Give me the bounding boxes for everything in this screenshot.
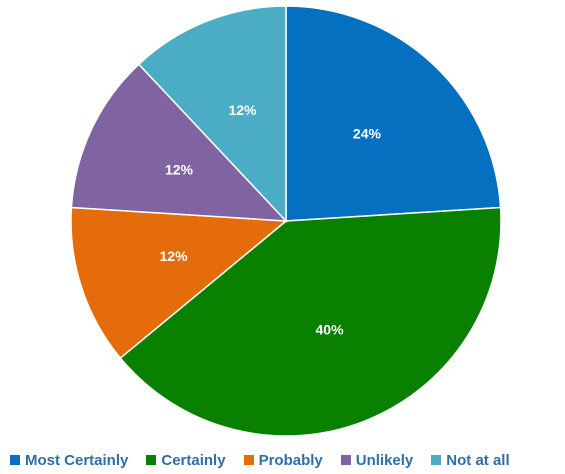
slice-label-not-at-all: 12% [228, 102, 257, 118]
pie-slice-probably [70, 206, 288, 360]
legend-item-unlikely: Unlikely [340, 451, 414, 469]
legend-label: Most Certainly [25, 451, 129, 469]
legend-label: Unlikely [355, 451, 414, 469]
pie-slice-most-certainly [285, 5, 502, 222]
slice-label-certainly: 40% [316, 322, 345, 338]
pie-slice-not-at-all [137, 5, 287, 223]
legend-item-most-certainly: Most Certainly [10, 453, 128, 468]
chart-legend: Most Certainly Certainly Probably Unlikely N… [10, 449, 510, 471]
slice-label-unlikely: 12% [165, 161, 194, 177]
legend-swatch [10, 455, 20, 465]
legend-item-probably: Probably [243, 451, 323, 469]
legend-swatch [243, 455, 254, 465]
legend-item-certainly: Certainly [146, 451, 226, 469]
legend-label: Probably [258, 451, 323, 469]
legend-swatch [431, 455, 442, 465]
legend-label: Not at all [446, 451, 510, 469]
pie-slice-certainly [119, 206, 502, 437]
legend-swatch [340, 455, 351, 465]
slice-label-probably: 12% [160, 248, 189, 264]
legend-label: Certainly [161, 451, 226, 469]
legend-item-not-at-all: Not at all [431, 451, 510, 469]
legend-swatch [146, 455, 157, 465]
slice-label-most-certainly: 24% [353, 126, 382, 142]
pie-slice-unlikely [70, 63, 288, 222]
